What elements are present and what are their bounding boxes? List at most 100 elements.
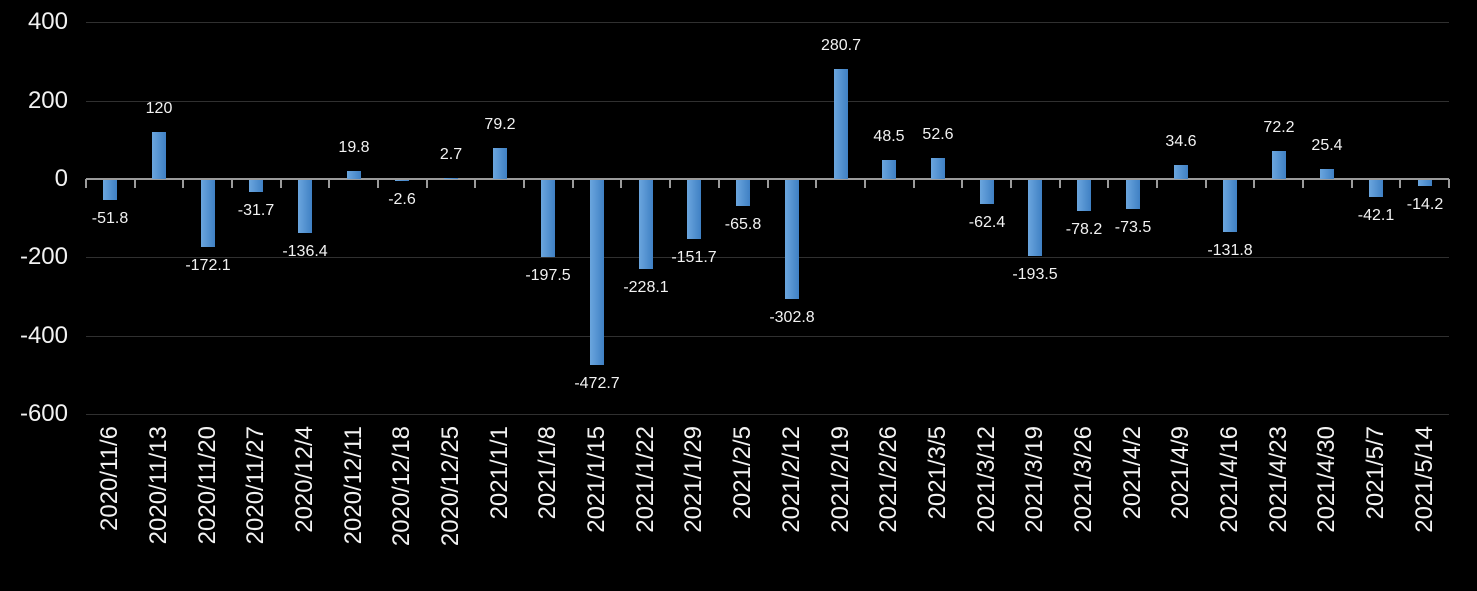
x-axis-label-text: 2021/1/29 — [680, 426, 707, 533]
x-axis-label: 2021/1/22 — [622, 426, 670, 533]
axis-tick — [913, 179, 915, 188]
x-axis-label: 2021/4/16 — [1206, 426, 1254, 533]
grid-line — [86, 257, 1449, 258]
bar — [639, 180, 653, 269]
bar-value-label: -228.1 — [623, 279, 669, 296]
bar — [493, 148, 507, 179]
bar-value-label: -197.5 — [525, 267, 571, 284]
x-axis-label-text: 2021/3/19 — [1021, 426, 1048, 533]
bar — [931, 158, 945, 179]
x-axis-label-text: 2021/2/26 — [875, 426, 902, 533]
bar — [834, 69, 848, 179]
bar-value-label: 19.8 — [338, 139, 370, 156]
axis-tick — [864, 179, 866, 188]
bar-value-label: -31.7 — [237, 202, 275, 219]
x-axis-label: 2021/3/26 — [1060, 426, 1108, 533]
x-axis-label: 2021/2/5 — [719, 426, 767, 519]
bar — [1126, 180, 1140, 209]
bar — [1272, 151, 1286, 179]
axis-tick — [523, 179, 525, 188]
bar-value-label: -472.7 — [574, 375, 620, 392]
bar-value-label: -2.6 — [388, 191, 416, 208]
x-axis-label-text: 2021/5/7 — [1362, 426, 1389, 520]
x-axis-label: 2021/3/5 — [914, 426, 962, 519]
grid-line — [86, 336, 1449, 337]
axis-tick — [328, 179, 330, 188]
bar-value-label: 25.4 — [1311, 137, 1343, 154]
x-axis-label-text: 2020/11/20 — [194, 426, 221, 545]
axis-tick — [1399, 179, 1401, 188]
bar — [1174, 165, 1188, 179]
x-axis-label-text: 2021/1/22 — [632, 426, 659, 533]
x-axis-label: 2021/4/23 — [1255, 426, 1303, 533]
x-axis-label: 2020/12/4 — [281, 426, 329, 533]
x-axis-label: 2020/11/13 — [135, 426, 183, 544]
x-axis-label-text: 2021/1/8 — [534, 426, 561, 520]
bar-value-label: 280.7 — [820, 37, 862, 54]
bar — [1028, 180, 1042, 256]
bar-value-label: -193.5 — [1012, 266, 1058, 283]
bar — [1320, 169, 1334, 179]
x-axis-label: 2021/1/29 — [670, 426, 718, 533]
bar — [347, 171, 361, 179]
axis-tick — [134, 179, 136, 188]
x-axis-label-text: 2020/11/6 — [96, 426, 123, 531]
axis-tick — [182, 179, 184, 188]
bar — [736, 180, 750, 206]
bar — [201, 180, 215, 247]
axis-tick — [1156, 179, 1158, 188]
x-axis-label: 2021/5/14 — [1401, 426, 1449, 533]
x-axis-label-text: 2021/4/2 — [1119, 426, 1146, 520]
axis-tick — [1448, 179, 1450, 188]
axis-tick — [474, 179, 476, 188]
bar-value-label: -65.8 — [724, 216, 762, 233]
y-axis-label: -600 — [19, 400, 68, 427]
x-axis-label: 2021/5/7 — [1352, 426, 1400, 519]
x-axis-label: 2020/12/18 — [378, 426, 426, 546]
x-axis-label-text: 2021/4/9 — [1167, 426, 1194, 520]
y-axis-label: 400 — [27, 8, 68, 35]
axis-tick — [85, 179, 87, 188]
bar-value-label: -51.8 — [91, 210, 129, 227]
axis-tick — [815, 179, 817, 188]
axis-tick — [767, 179, 769, 188]
axis-tick — [620, 179, 622, 188]
bar-value-label: -136.4 — [282, 243, 328, 260]
x-axis-label-text: 2021/3/5 — [924, 426, 951, 520]
bar — [103, 180, 117, 200]
x-axis-label: 2021/2/12 — [768, 426, 816, 533]
x-axis-label-text: 2020/12/11 — [340, 426, 367, 545]
x-axis-label-text: 2021/2/12 — [778, 426, 805, 533]
grid-line — [86, 22, 1449, 23]
bar-value-label: 48.5 — [873, 128, 905, 145]
x-axis-label: 2021/2/19 — [817, 426, 865, 533]
x-axis-label-text: 2021/4/30 — [1313, 426, 1340, 533]
bar-value-label: 79.2 — [484, 116, 516, 133]
grid-line — [86, 414, 1449, 415]
grid-line — [86, 101, 1449, 102]
bar-value-label: -62.4 — [968, 214, 1006, 231]
x-axis-label-text: 2020/12/18 — [388, 426, 415, 547]
x-axis-label-text: 2020/11/27 — [242, 426, 269, 545]
axis-tick — [1107, 179, 1109, 188]
axis-tick — [1253, 179, 1255, 188]
x-axis-label-text: 2020/12/4 — [291, 426, 318, 533]
x-axis-label-text: 2020/12/25 — [437, 426, 464, 547]
axis-tick — [1302, 179, 1304, 188]
x-axis-label: 2021/4/30 — [1303, 426, 1351, 533]
bar — [444, 178, 458, 179]
axis-tick — [377, 179, 379, 188]
bar-value-label: 120 — [145, 100, 173, 117]
x-axis-label-text: 2021/2/19 — [827, 426, 854, 533]
bar-value-label: 52.6 — [922, 126, 954, 143]
axis-tick — [961, 179, 963, 188]
bar-value-label: -151.7 — [671, 249, 717, 266]
bar — [785, 180, 799, 299]
x-axis-label: 2020/12/11 — [330, 426, 378, 544]
bar — [1223, 180, 1237, 232]
axis-tick — [231, 179, 233, 188]
